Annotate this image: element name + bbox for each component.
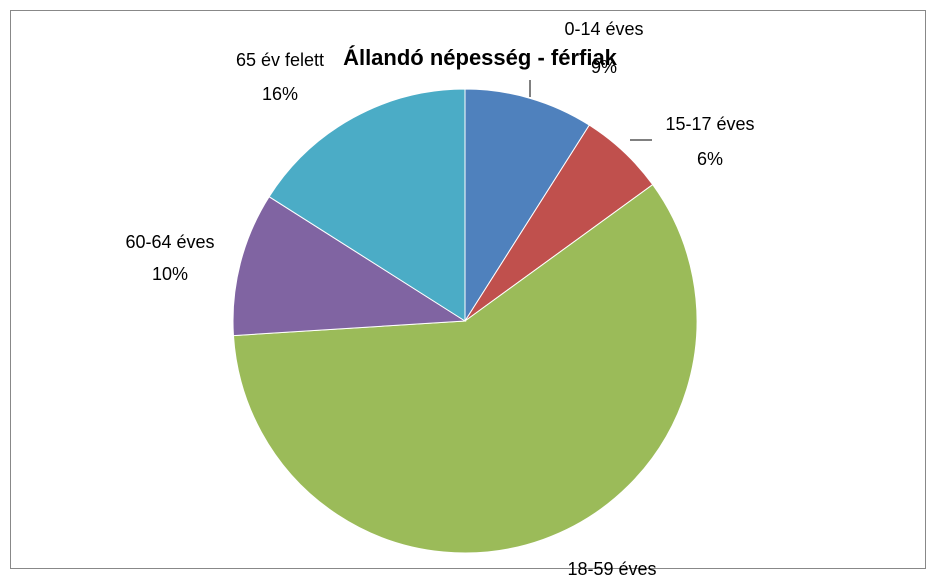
category-label: 15-17 éves <box>665 114 754 134</box>
pie-slice <box>232 195 467 337</box>
chart-title: Állandó népesség - férfiak <box>343 45 618 70</box>
category-label: 60-64 éves <box>125 232 214 252</box>
value-label: 9% <box>591 57 617 77</box>
pie-slice <box>464 88 591 323</box>
value-label: 16% <box>262 84 298 104</box>
value-label: 10% <box>152 264 188 284</box>
pie-slice <box>268 88 466 322</box>
category-label: 18-59 éves <box>567 559 656 579</box>
category-label: 0-14 éves <box>564 19 643 39</box>
pie-slice <box>232 183 698 554</box>
category-label: 65 év felett <box>236 50 324 70</box>
value-label: 6% <box>697 149 723 169</box>
